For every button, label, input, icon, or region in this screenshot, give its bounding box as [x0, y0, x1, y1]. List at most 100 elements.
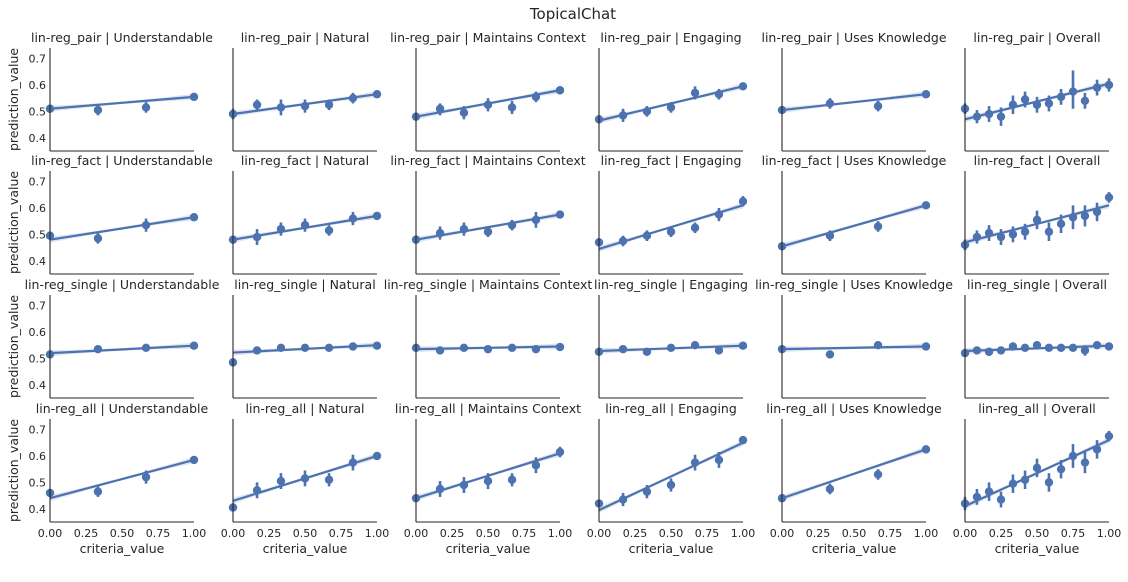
panel-title: lin-reg_single | Maintains Context: [384, 277, 593, 292]
y-tick-label: 0.6: [29, 79, 47, 92]
panel: lin-reg_all | Uses Knowledge 0.00 0.25 0.50…: [766, 401, 942, 556]
data-point: [531, 461, 541, 470]
panel: lin-reg_pair | Uses Knowledge: [761, 30, 947, 152]
data-point: [435, 484, 445, 494]
data-point: [972, 346, 982, 355]
data-point: [1080, 211, 1090, 221]
data-point: [507, 475, 517, 484]
data-point: [1092, 445, 1102, 454]
regression-line: [781, 448, 927, 500]
data-point: [690, 340, 700, 350]
data-point: [1056, 219, 1066, 229]
data-point: [1092, 83, 1102, 92]
panel: lin-reg_pair | Natural: [228, 30, 382, 152]
x-tick-label: 0.25: [257, 527, 282, 540]
x-tick-label: 0.75: [512, 527, 537, 540]
data-point: [300, 101, 310, 111]
data-point: [555, 447, 565, 457]
data-point: [1080, 458, 1090, 467]
data-point: [1092, 340, 1102, 350]
x-axis-label: criteria_value: [629, 541, 714, 556]
data-point: [1104, 80, 1114, 90]
data-point: [348, 342, 358, 351]
data-point: [189, 213, 199, 222]
y-tick-label: 0.6: [29, 326, 47, 339]
data-point: [435, 228, 445, 238]
data-point: [1008, 342, 1018, 351]
panel: lin-reg_all | Engaging 0.00 0.25 0.50 0.75 1.…: [587, 401, 756, 556]
panel-title: lin-reg_pair | Natural: [241, 30, 370, 45]
data-point: [873, 470, 883, 479]
x-tick-label: 0.75: [1061, 527, 1086, 540]
data-point: [1020, 95, 1030, 104]
data-point: [348, 93, 358, 103]
x-tick-label: 0.00: [587, 527, 612, 540]
data-point: [555, 210, 565, 219]
data-point: [1044, 227, 1054, 236]
x-tick-label: 0.75: [146, 527, 171, 540]
x-axis-label: criteria_value: [263, 541, 348, 556]
x-tick-label: 0.25: [440, 527, 465, 540]
data-point: [483, 344, 493, 354]
x-tick-label: 0.00: [404, 527, 429, 540]
data-point: [348, 214, 358, 223]
data-point: [435, 104, 445, 113]
data-point: [189, 92, 199, 102]
panel-title: lin-reg_pair | Overall: [973, 30, 1100, 45]
x-tick-label: 0.50: [110, 527, 135, 540]
panel: lin-reg_single | Maintains Context: [384, 277, 593, 399]
data-point: [1080, 96, 1090, 106]
y-tick-label: 0.6: [29, 450, 47, 463]
data-point: [1020, 475, 1030, 484]
data-point: [921, 342, 931, 351]
y-axis-label: prediction_value: [6, 295, 21, 398]
x-tick-label: 0.00: [221, 527, 246, 540]
x-tick-label: 0.25: [623, 527, 648, 540]
panel-title: lin-reg_pair | Uses Knowledge: [761, 30, 946, 45]
x-tick-label: 1.00: [182, 527, 207, 540]
data-point: [873, 340, 883, 350]
data-point: [300, 474, 310, 483]
panels: lin-reg_pair | Understandable 0.4 0.5 0.6 0.…: [6, 30, 1121, 556]
panel: lin-reg_fact | Maintains Context: [390, 153, 586, 275]
data-point: [984, 347, 994, 356]
data-point: [276, 224, 286, 234]
data-point: [996, 112, 1006, 121]
data-point: [996, 346, 1006, 355]
data-point: [972, 232, 982, 242]
panel-title: lin-reg_fact | Engaging: [601, 153, 742, 168]
data-point: [531, 344, 541, 354]
regression-line: [49, 344, 195, 355]
panel: lin-reg_single | Uses Knowledge: [755, 277, 953, 399]
panel-title: lin-reg_pair | Maintains Context: [390, 30, 586, 45]
data-point: [690, 223, 700, 232]
data-point: [324, 343, 334, 353]
x-tick-label: 0.50: [659, 527, 684, 540]
data-point: [714, 455, 724, 465]
data-point: [531, 92, 541, 102]
x-tick-label: 1.00: [914, 527, 939, 540]
data-point: [555, 86, 565, 95]
panel-title: lin-reg_single | Overall: [967, 277, 1107, 292]
panel-title: lin-reg_fact | Natural: [241, 153, 369, 168]
panel: lin-reg_fact | Engaging: [594, 153, 748, 275]
data-point: [372, 341, 382, 350]
panel: lin-reg_pair | Maintains Context: [390, 30, 586, 152]
data-point: [642, 487, 652, 496]
data-point: [459, 224, 469, 234]
panel: lin-reg_pair | Engaging: [594, 30, 748, 152]
data-point: [642, 347, 652, 356]
data-point: [1104, 342, 1114, 351]
regression-line: [781, 93, 927, 112]
data-point: [738, 82, 748, 91]
y-tick-label: 0.4: [29, 379, 47, 392]
data-point: [873, 222, 883, 231]
data-point: [714, 346, 724, 355]
data-point: [189, 455, 199, 465]
data-point: [984, 487, 994, 496]
data-point: [276, 343, 286, 353]
x-tick-label: 0.75: [329, 527, 354, 540]
x-tick-label: 0.50: [842, 527, 867, 540]
data-point: [507, 220, 517, 230]
